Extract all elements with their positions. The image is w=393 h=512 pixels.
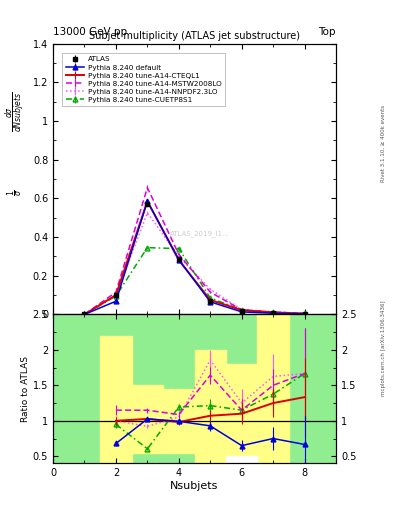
Text: $\frac{1}{\sigma}$: $\frac{1}{\sigma}$ — [6, 189, 26, 196]
Text: Rivet 3.1.10, ≥ 400k events: Rivet 3.1.10, ≥ 400k events — [381, 105, 386, 182]
Bar — [53, 314, 336, 463]
Legend: ATLAS, Pythia 8.240 default, Pythia 8.240 tune-A14-CTEQL1, Pythia 8.240 tune-A14: ATLAS, Pythia 8.240 default, Pythia 8.24… — [62, 53, 225, 106]
Text: $\frac{d\sigma}{dNsubjets}$: $\frac{d\sigma}{dNsubjets}$ — [4, 91, 28, 132]
Text: mcplots.cern.ch [arXiv:1306.3436]: mcplots.cern.ch [arXiv:1306.3436] — [381, 301, 386, 396]
Text: Top: Top — [318, 27, 336, 37]
Text: 13000 GeV pp: 13000 GeV pp — [53, 27, 127, 37]
X-axis label: Nsubjets: Nsubjets — [170, 481, 219, 491]
Text: ATLAS_2019_I1...: ATLAS_2019_I1... — [170, 230, 230, 237]
Title: Subjet multiplicity (ATLAS jet substructure): Subjet multiplicity (ATLAS jet substruct… — [89, 31, 300, 41]
Y-axis label: Ratio to ATLAS: Ratio to ATLAS — [21, 356, 30, 422]
